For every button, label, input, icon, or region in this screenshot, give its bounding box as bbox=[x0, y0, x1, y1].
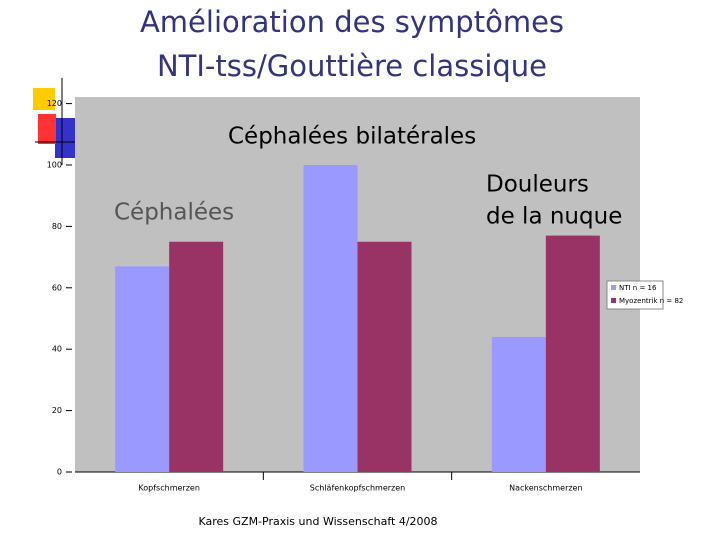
y-tick-label: 40 bbox=[52, 345, 62, 354]
x-tick-label: Nackenschmerzen bbox=[509, 484, 582, 493]
y-tick-label: 100 bbox=[47, 161, 62, 170]
legend-label: NTI n = 16 bbox=[619, 284, 657, 292]
deco-square bbox=[33, 88, 55, 110]
legend-label: Myozentrik n = 82 bbox=[619, 297, 683, 305]
y-tick-label: 120 bbox=[47, 99, 62, 108]
legend-swatch bbox=[611, 285, 616, 290]
x-tick-label: Kopfschmerzen bbox=[138, 484, 199, 493]
y-tick-label: 20 bbox=[52, 406, 62, 415]
y-tick-label: 80 bbox=[52, 222, 62, 231]
bar bbox=[169, 241, 224, 472]
y-tick-label: 60 bbox=[52, 283, 62, 292]
bar bbox=[357, 241, 412, 472]
title-line: Amélioration des symptômes bbox=[140, 5, 564, 39]
bar bbox=[491, 336, 546, 472]
deco-square bbox=[55, 118, 77, 158]
annotation: Douleurs bbox=[486, 172, 589, 198]
annotation: Céphalées bilatérales bbox=[228, 124, 476, 150]
bar bbox=[303, 165, 358, 472]
title-line: NTI-tss/Gouttière classique bbox=[157, 49, 547, 83]
annotation: Céphalées bbox=[114, 200, 234, 226]
footer: Kares GZM-Praxis und Wissenschaft 4/2008 bbox=[198, 515, 437, 528]
deco-square bbox=[38, 114, 56, 144]
bar bbox=[115, 266, 170, 472]
y-tick-label: 0 bbox=[57, 468, 62, 477]
legend bbox=[606, 280, 664, 310]
annotation: de la nuque bbox=[486, 204, 622, 230]
x-tick-label: Schläfenkopfschmerzen bbox=[310, 484, 405, 493]
bar bbox=[545, 235, 600, 472]
legend-swatch bbox=[611, 298, 616, 303]
